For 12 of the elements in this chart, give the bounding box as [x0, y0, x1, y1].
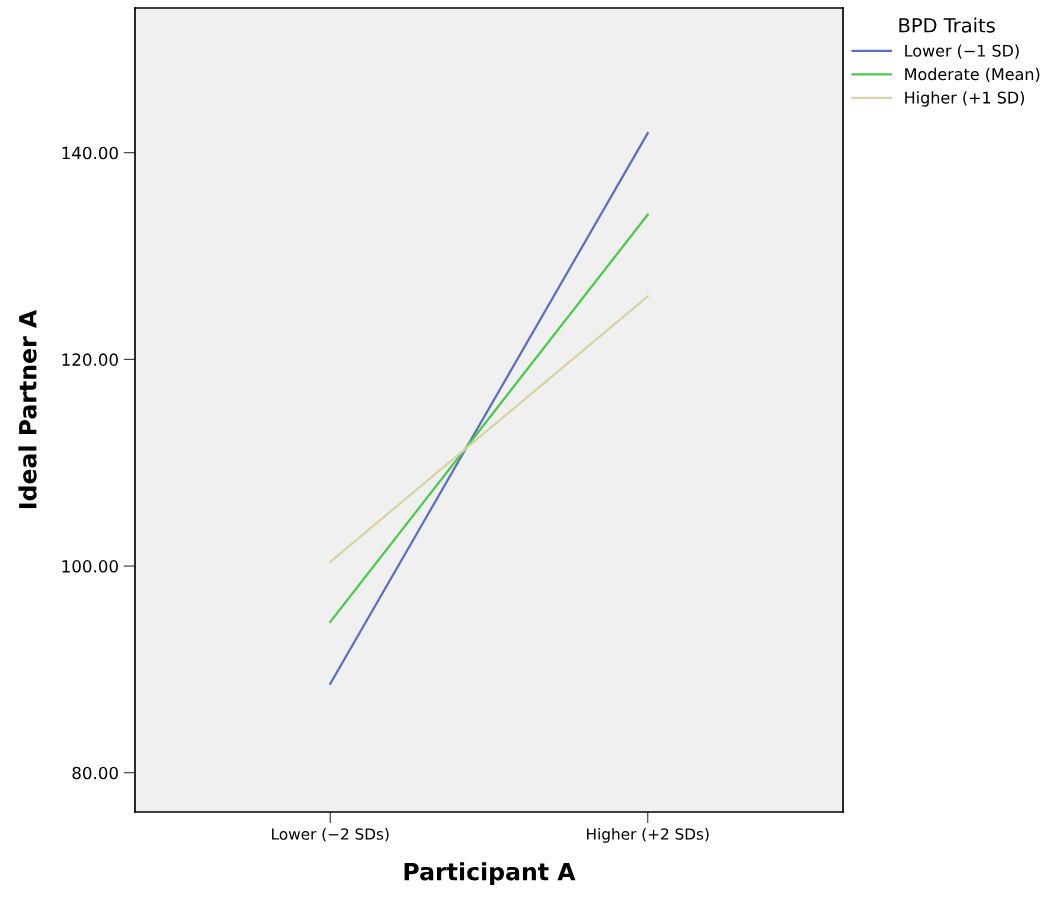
- y-tick-label: 80.00: [72, 766, 118, 780]
- legend-label: Moderate (Mean): [905, 67, 1040, 83]
- x-tick-label: Lower (−2 SDs): [272, 827, 389, 842]
- y-tick-label: 100.00: [62, 560, 118, 573]
- y-axis-title: Ideal Partner A: [18, 309, 37, 509]
- x-tick-label: Higher (+2 SDs): [587, 827, 709, 843]
- legend-title: BPD Traits: [899, 17, 995, 33]
- legend-label: Lower (−1 SD): [905, 44, 1019, 59]
- y-tick-label: 120.00: [62, 353, 118, 366]
- y-tick-label: 140.00: [62, 146, 118, 160]
- x-axis-title: Participant A: [404, 862, 576, 886]
- legend-label: Higher (+1 SD): [905, 91, 1025, 107]
